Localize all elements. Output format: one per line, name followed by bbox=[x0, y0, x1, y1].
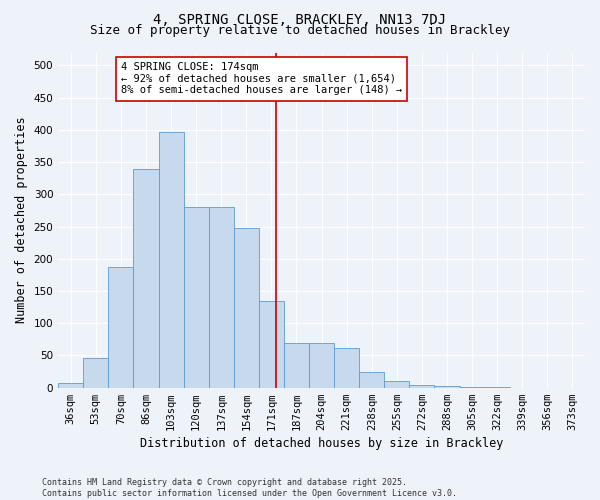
Bar bbox=[158, 132, 184, 388]
Bar bbox=[259, 300, 284, 388]
Bar bbox=[434, 386, 460, 388]
Text: Size of property relative to detached houses in Brackley: Size of property relative to detached ho… bbox=[90, 24, 510, 37]
Text: 4 SPRING CLOSE: 174sqm
← 92% of detached houses are smaller (1,654)
8% of semi-d: 4 SPRING CLOSE: 174sqm ← 92% of detached… bbox=[121, 62, 402, 96]
Bar bbox=[409, 385, 434, 388]
Bar bbox=[359, 372, 385, 388]
Bar bbox=[209, 207, 234, 388]
Text: 4, SPRING CLOSE, BRACKLEY, NN13 7DJ: 4, SPRING CLOSE, BRACKLEY, NN13 7DJ bbox=[154, 12, 446, 26]
X-axis label: Distribution of detached houses by size in Brackley: Distribution of detached houses by size … bbox=[140, 437, 503, 450]
Y-axis label: Number of detached properties: Number of detached properties bbox=[15, 117, 28, 324]
Bar bbox=[83, 358, 109, 388]
Text: Contains HM Land Registry data © Crown copyright and database right 2025.
Contai: Contains HM Land Registry data © Crown c… bbox=[42, 478, 457, 498]
Bar bbox=[133, 168, 158, 388]
Bar bbox=[460, 387, 485, 388]
Bar bbox=[184, 207, 209, 388]
Bar bbox=[385, 381, 409, 388]
Bar bbox=[109, 267, 133, 388]
Bar bbox=[58, 383, 83, 388]
Bar bbox=[234, 228, 259, 388]
Bar bbox=[309, 342, 334, 388]
Bar bbox=[284, 342, 309, 388]
Bar bbox=[334, 348, 359, 388]
